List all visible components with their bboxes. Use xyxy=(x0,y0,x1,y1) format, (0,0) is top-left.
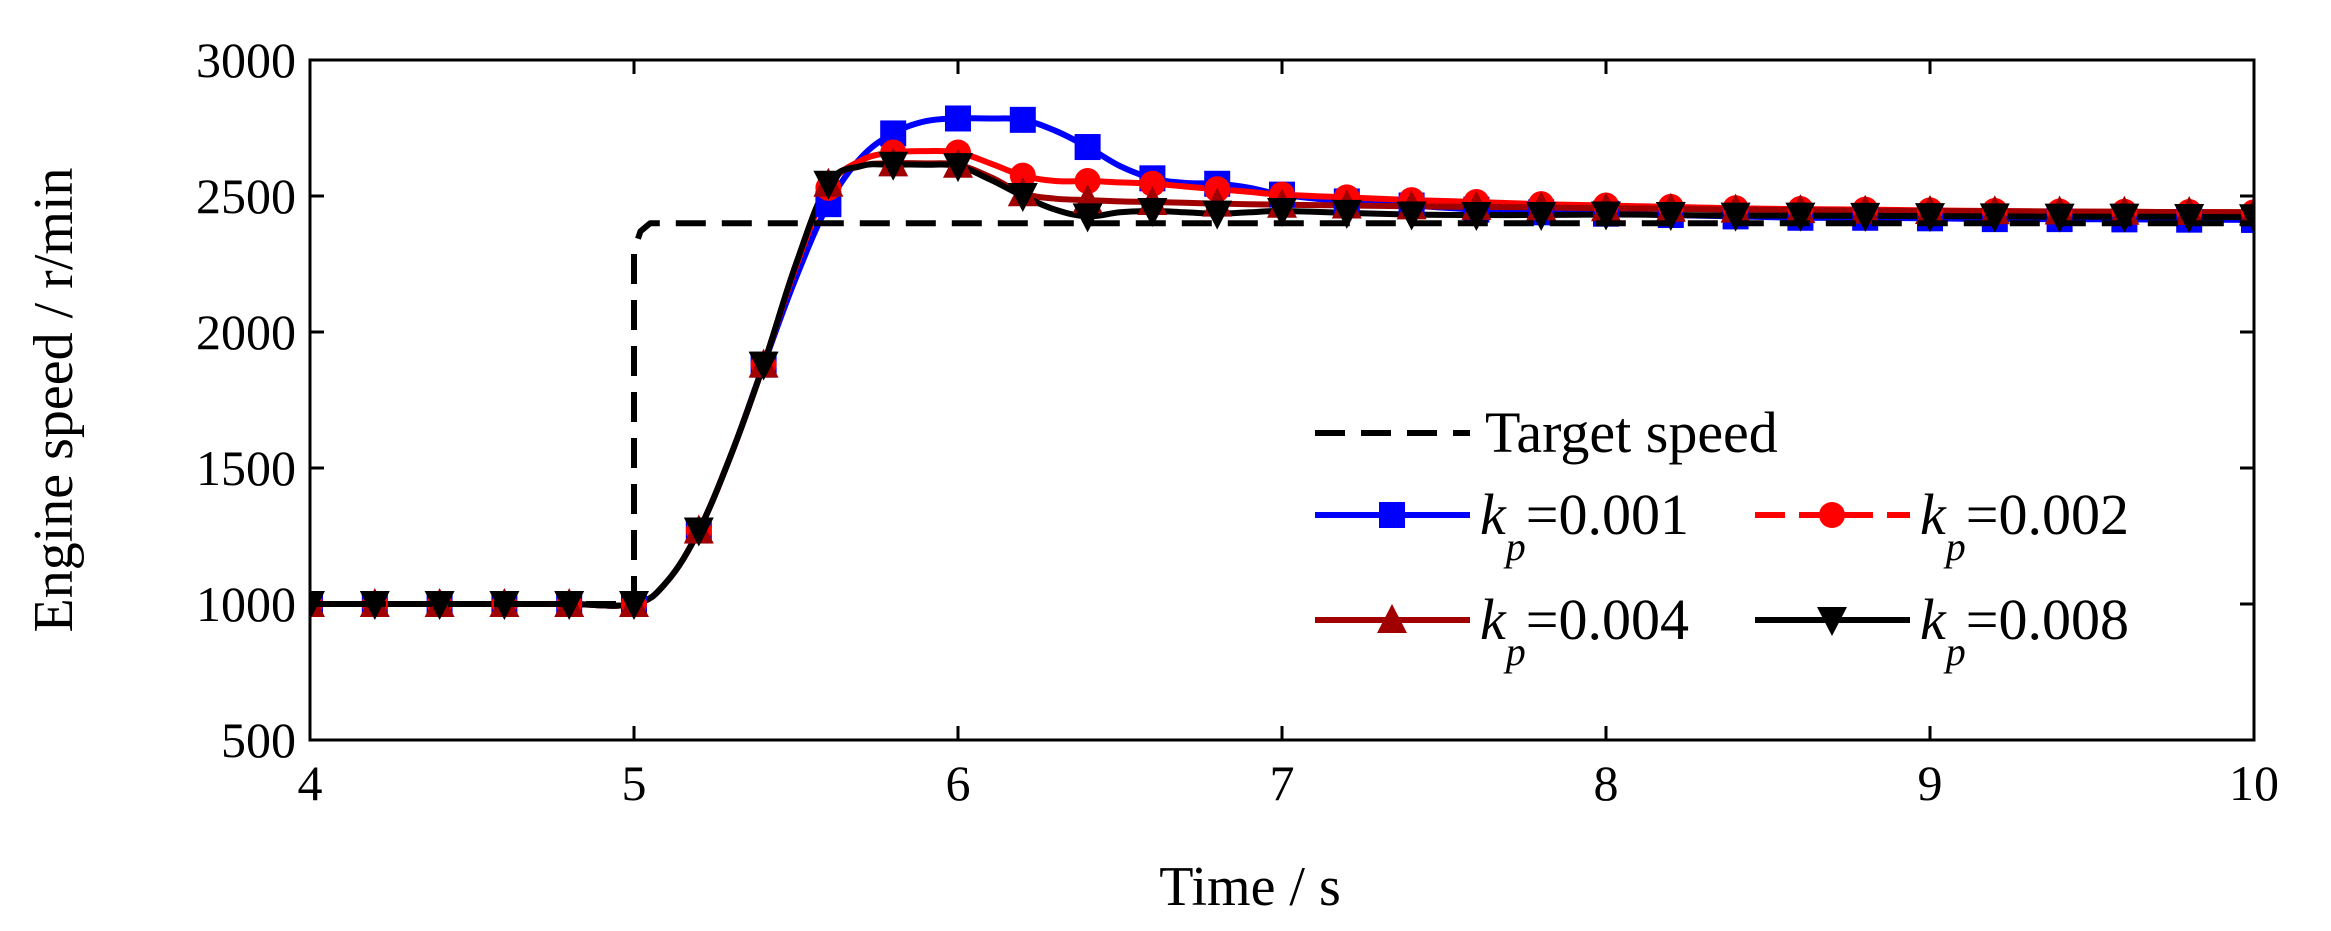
series-4-point xyxy=(1655,202,1686,232)
y-tick-label: 2000 xyxy=(196,304,296,360)
series-4-point xyxy=(1007,183,1038,212)
series-4-point xyxy=(943,153,973,183)
series-4-point xyxy=(1331,199,1362,229)
x-tick-label: 8 xyxy=(1594,755,1619,811)
series-4-point xyxy=(813,170,844,200)
series-4-point xyxy=(424,591,455,620)
series-4-point xyxy=(683,517,714,547)
x-tick-label: 7 xyxy=(1270,755,1295,811)
series-4-point xyxy=(1202,200,1233,230)
series-4-point xyxy=(1915,203,1945,233)
y-tick-label: 500 xyxy=(221,712,296,768)
series-4-point xyxy=(1591,201,1621,231)
legend-label-3: kp=0.004 xyxy=(1480,587,1689,674)
y-axis-label: Engine speed / r/min xyxy=(23,167,85,632)
x-tick-label: 10 xyxy=(2229,755,2279,811)
series-line-4 xyxy=(310,161,2254,609)
target-speed-line xyxy=(310,220,2254,607)
series-2-point xyxy=(1009,162,1036,189)
y-tick-label: 1500 xyxy=(196,440,296,496)
series-4-point xyxy=(2044,203,2075,233)
series-4-point xyxy=(1526,202,1557,232)
x-tick-label: 4 xyxy=(298,755,323,811)
series-4-point xyxy=(1137,197,1168,227)
legend-label-4: kp=0.008 xyxy=(1920,587,2129,674)
series-4-point xyxy=(1979,203,2010,233)
series-4-point xyxy=(1850,202,1881,232)
series-4-point xyxy=(1267,197,1297,227)
series-2-point xyxy=(1074,168,1101,195)
series-4-point xyxy=(878,151,909,181)
legend-label-1: kp=0.001 xyxy=(1480,482,1689,569)
series-4-point xyxy=(748,351,779,381)
legend: Target speed kp=0.001 kp=0.002 kp=0.004 kp=… xyxy=(1315,400,2129,674)
series-4-point xyxy=(1785,202,1816,232)
legend-item-1: kp=0.001 xyxy=(1315,482,1689,569)
series-4-point xyxy=(1072,203,1103,233)
series-4-point xyxy=(1720,202,1751,232)
y-tick-label: 1000 xyxy=(196,576,296,632)
legend-marker-2 xyxy=(1819,502,1845,528)
legend-item-3: kp=0.004 xyxy=(1315,587,1689,674)
x-tick-label: 5 xyxy=(622,755,647,811)
series-4-point xyxy=(1461,202,1492,232)
series-1-point xyxy=(1074,134,1101,161)
series-4-point xyxy=(1396,201,1427,231)
series-2-point xyxy=(1139,170,1166,197)
legend-item-2: kp=0.002 xyxy=(1755,482,2129,569)
legend-marker-3 xyxy=(1377,604,1407,633)
x-axis-label: Time / s xyxy=(1159,856,1341,918)
legend-item-4: kp=0.008 xyxy=(1755,587,2129,674)
series-4-point xyxy=(2174,203,2205,233)
y-tick-label: 3000 xyxy=(196,32,296,88)
legend-marker-1 xyxy=(1379,502,1405,528)
legend-marker-4 xyxy=(1817,607,1847,636)
legend-label-2: kp=0.002 xyxy=(1920,482,2129,569)
series-1-point xyxy=(945,105,971,132)
x-tick-label: 6 xyxy=(946,755,971,811)
y-tick-label: 2500 xyxy=(196,168,296,224)
series-4-point xyxy=(2109,203,2140,233)
series-1-point xyxy=(1009,106,1036,133)
legend-label-target: Target speed xyxy=(1485,400,1778,465)
x-tick-label: 9 xyxy=(1918,755,1943,811)
